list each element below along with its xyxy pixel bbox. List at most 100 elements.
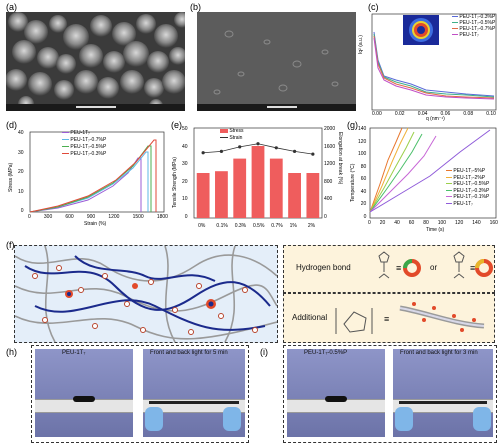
stress-xlabel: Strain (%) xyxy=(84,221,107,227)
legend-entry: PEU-1T₇-0.7%P xyxy=(70,137,107,143)
saxs-ylabel: Iq² (a.u.) xyxy=(358,35,364,54)
panel-i-label: (i) xyxy=(260,347,268,357)
x-tick: 60 xyxy=(408,220,415,226)
y-tick: 10 xyxy=(18,188,24,195)
y-tick: 0 xyxy=(20,208,24,214)
stress-bar xyxy=(306,173,320,218)
photo-after-i xyxy=(393,349,493,437)
x-tick: 0.1% xyxy=(216,223,228,229)
sem-texture-a xyxy=(6,12,185,111)
y-tick: 20 xyxy=(18,169,24,175)
panel-d-label: (d) xyxy=(6,120,17,130)
strain-point xyxy=(274,146,278,150)
sample-label-i: PEU-1T₇-0.5%P xyxy=(304,350,348,356)
bar-ylabel: Tensile Strength (MPa) xyxy=(172,157,178,208)
photo-panel-i: PEU-1T₇-0.5%P Front and back light for 3… xyxy=(283,345,497,443)
temp-curve-0.1 xyxy=(369,135,437,213)
y-tick: 40 xyxy=(360,188,367,195)
strain-point xyxy=(201,151,205,155)
additional-label: Additional xyxy=(292,313,328,322)
stress-bar xyxy=(251,146,265,218)
y-tick: 40 xyxy=(18,130,24,136)
stress-bar xyxy=(288,173,301,218)
x-tick: 0 xyxy=(368,220,371,226)
x-tick: 0 xyxy=(28,214,31,220)
caption-i: Front and back light for 3 min xyxy=(400,350,478,356)
strain-point xyxy=(311,152,315,156)
bar-ylabel-right: Elongation at break (%) xyxy=(337,132,343,185)
saxs-xticks: 0.00 0.02 0.04 0.06 0.08 0.10 xyxy=(372,111,496,117)
x-tick: 0.06 xyxy=(440,111,451,117)
legend-entry: PEU-1T₇-0.7%P xyxy=(459,26,496,32)
y-tick: 0 xyxy=(363,213,367,220)
strain-point xyxy=(292,149,297,153)
legend-entry: PEU-1T₇ xyxy=(453,200,473,207)
y-tick: 100 xyxy=(358,151,367,158)
strain-point xyxy=(256,142,260,146)
x-tick: 0.02 xyxy=(394,111,405,117)
bar-legend: Stress Strain xyxy=(220,128,244,142)
caption-h: Front and back light for 5 min xyxy=(150,350,228,356)
y-tick: 30 xyxy=(18,149,24,156)
panel-f-label: (f) xyxy=(6,240,15,250)
y-tick: 20 xyxy=(182,178,188,185)
temp-xticks: 0 20 40 60 80 100 120 140 160 xyxy=(368,220,498,226)
stress-bar xyxy=(196,173,210,218)
temp-ylabel: Temperature (°C) xyxy=(350,163,356,202)
temperature-plot: PEU-1T₇-5%P PEU-1T₇-2%P PEU-1T₇-0.5%P PE… xyxy=(350,124,500,236)
x-tick: 900 xyxy=(86,214,96,220)
x-tick: 80 xyxy=(423,220,429,226)
additional-legend: Additional ≡ xyxy=(283,293,495,343)
saxs-curve-0.3 xyxy=(373,31,495,97)
glove-right xyxy=(473,407,491,431)
hydrogen-bond-svg: ≡ ≡ xyxy=(378,251,493,279)
saxs-plot: PEU-1T₇-0.3%P PEU-1T₇-0.5%P PEU-1T₇-0.7%… xyxy=(356,4,500,122)
temp-curve-2 xyxy=(369,127,409,213)
stress-ylabel: Stress (MPa) xyxy=(8,162,14,192)
svg-text:≡: ≡ xyxy=(396,263,401,273)
stress-strain-svg xyxy=(29,131,165,213)
stress-bar xyxy=(215,171,228,218)
curve-0.3 xyxy=(29,139,157,213)
stress-yticks: 0 10 20 30 40 xyxy=(18,130,24,214)
x-tick: 0.10 xyxy=(486,111,496,117)
stress-xticks: 0 300 600 900 1200 1500 1800 xyxy=(28,214,168,220)
legend-entry: PEU-1T₇ xyxy=(70,130,90,136)
y-tick-right: 1200 xyxy=(324,161,336,168)
y-tick-right: 1600 xyxy=(324,143,336,150)
y-tick: 10 xyxy=(182,196,188,203)
x-tick: 100 xyxy=(437,220,447,226)
x-tick: 0.04 xyxy=(417,111,428,117)
y-tick: 140 xyxy=(358,126,367,132)
x-tick: 0.7% xyxy=(271,223,283,229)
photo-after-h xyxy=(143,349,245,437)
network-schematic xyxy=(14,245,278,343)
sample-strip xyxy=(325,396,347,402)
panel-e-label: (e) xyxy=(171,120,182,130)
x-tick: 1% xyxy=(289,223,297,229)
legend-entry: Strain xyxy=(229,135,243,141)
saxs-chart-svg xyxy=(371,13,497,111)
y-tick: 40 xyxy=(182,143,188,150)
glove-left xyxy=(145,407,163,431)
legend-entry: PEU-1T₇-0.5%P xyxy=(459,20,496,26)
x-tick: 600 xyxy=(65,214,74,220)
stress-legend: PEU-1T₇ PEU-1T₇-0.7%P PEU-1T₇-0.5%P PEU-… xyxy=(62,130,106,158)
saxs-curve-base xyxy=(373,37,495,100)
panel-c-label: (c) xyxy=(368,2,379,12)
y-tick-right: 400 xyxy=(324,196,333,203)
tensile-bar-chart: Stress Strain 0 10 20 30 40 50 0 400 800… xyxy=(172,124,344,236)
saxs-xlabel: q (nm⁻¹) xyxy=(426,116,445,122)
x-tick: 0.3% xyxy=(234,223,247,229)
legend-entry: Stress xyxy=(229,128,244,134)
legend-entry: PEU-1T₇-0.5%P xyxy=(70,144,107,150)
sem-image-b xyxy=(197,12,356,111)
additional-svg: ≡ xyxy=(335,302,485,334)
panel-a-label: (a) xyxy=(6,2,17,12)
x-tick: 1800 xyxy=(156,214,168,220)
sem-texture-b xyxy=(197,12,356,111)
y-tick: 80 xyxy=(360,163,367,170)
strain-point xyxy=(238,145,242,149)
x-tick: 0% xyxy=(198,223,206,229)
temp-yticks: 0 20 40 60 80 100 120 140 xyxy=(358,126,366,220)
